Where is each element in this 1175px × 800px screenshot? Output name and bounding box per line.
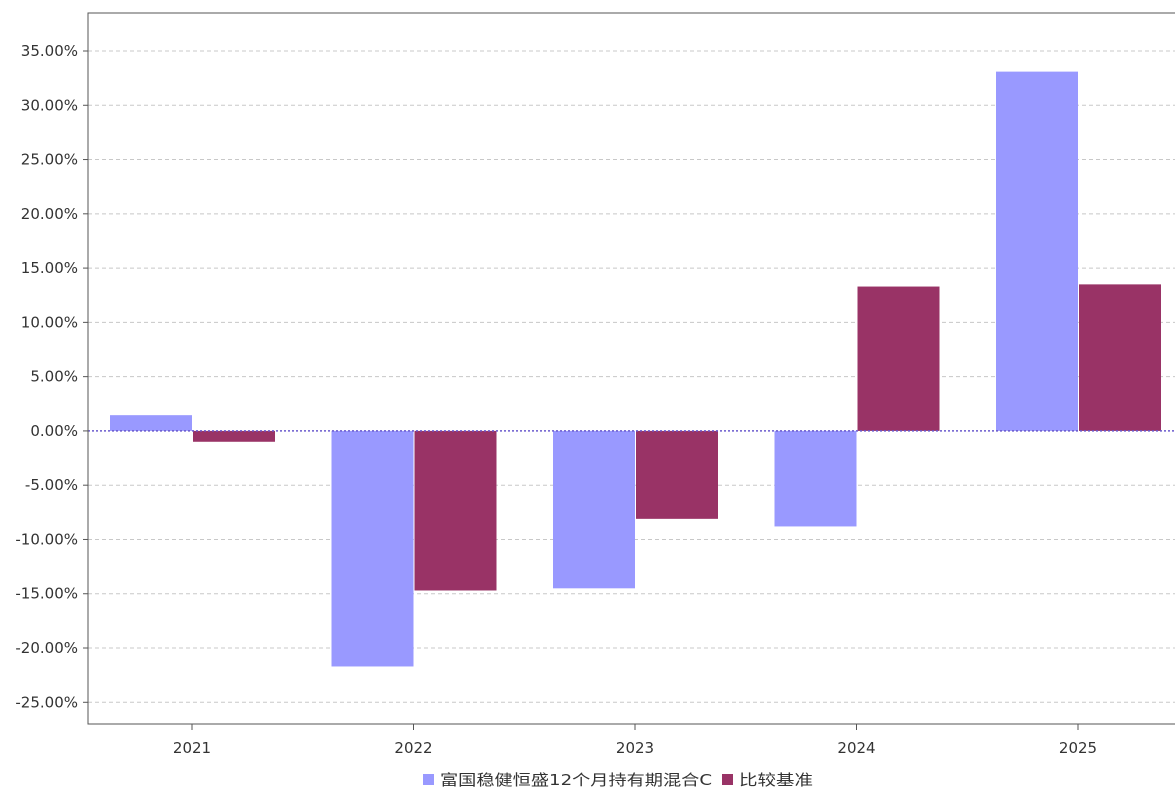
- x-tick-label: 2022: [394, 739, 432, 757]
- plot-area-frame: [87, 12, 1175, 725]
- legend-label-fund: 富国稳健恒盛12个月持有期混合C: [440, 771, 712, 789]
- y-tick-label: 5.00%: [30, 368, 78, 386]
- y-tick-label: 25.00%: [21, 151, 78, 169]
- y-tick-label: 35.00%: [21, 42, 78, 60]
- y-tick-label: 0.00%: [30, 422, 78, 440]
- y-tick-label: -15.00%: [15, 585, 78, 603]
- y-tick-label: 15.00%: [21, 259, 78, 277]
- y-tick-label: -20.00%: [15, 639, 78, 657]
- x-tick-label: 2021: [173, 739, 211, 757]
- legend-label-benchmark: 比较基准: [739, 771, 813, 789]
- x-tick-label: 2025: [1059, 739, 1097, 757]
- y-tick-label: -25.00%: [15, 693, 78, 711]
- bar-fund-2023: [553, 430, 635, 589]
- bar-fund-2024: [774, 430, 857, 527]
- bar-benchmark-2024: [857, 286, 940, 431]
- bar-benchmark-2021: [193, 430, 275, 442]
- bar-fund-2021: [110, 415, 192, 431]
- grid-lines: [83, 50, 1175, 703]
- bar-benchmark-2025: [1079, 284, 1161, 431]
- y-tick-label: 10.00%: [21, 313, 78, 331]
- legend: 富国稳健恒盛12个月持有期混合C 比较基准: [423, 771, 813, 789]
- bars: [110, 71, 1161, 667]
- x-tick-label: 2024: [837, 739, 875, 757]
- bar-benchmark-2022: [414, 430, 497, 591]
- bar-benchmark-2023: [636, 430, 718, 519]
- bar-fund-2025: [996, 71, 1078, 431]
- bar-fund-2022: [331, 430, 414, 667]
- x-axis-ticks: 2021 2022 2023 2024 2025: [173, 724, 1097, 757]
- x-tick-label: 2023: [616, 739, 654, 757]
- y-tick-label: -10.00%: [15, 530, 78, 548]
- y-tick-label: 20.00%: [21, 205, 78, 223]
- legend-swatch-fund: [423, 774, 434, 785]
- y-tick-label: 30.00%: [21, 96, 78, 114]
- y-tick-label: -5.00%: [25, 476, 78, 494]
- y-axis-ticks: 35.00% 30.00% 25.00% 20.00% 15.00% 10.00% 5.00…: [15, 42, 78, 711]
- legend-swatch-benchmark: [722, 774, 733, 785]
